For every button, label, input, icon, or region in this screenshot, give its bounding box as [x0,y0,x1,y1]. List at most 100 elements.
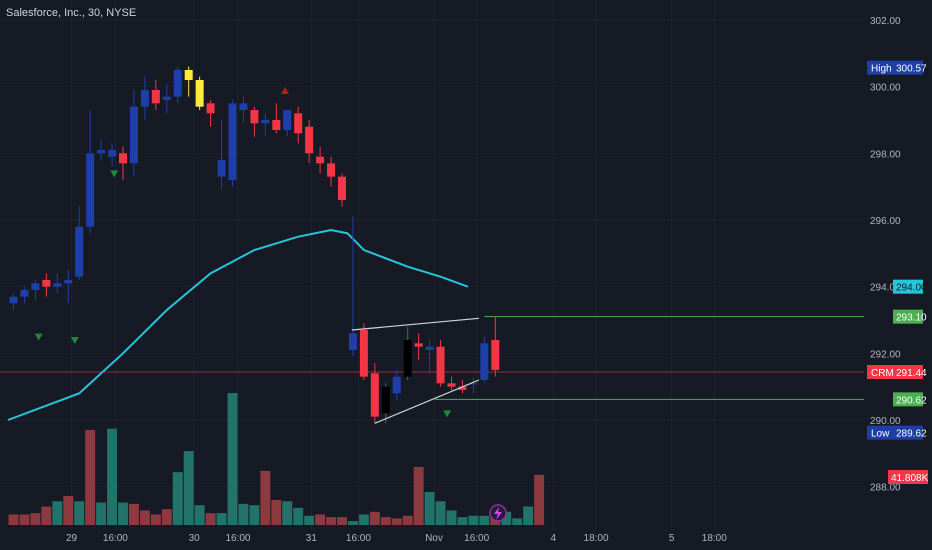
price-tick-label: 296.00 [870,216,901,227]
volume-bar [150,514,161,525]
volume-badge-value: 41.808K [891,473,929,484]
candle-body [9,296,18,304]
candle-body [250,110,259,124]
time-tick-label: 5 [669,533,675,544]
volume-bar [194,505,205,525]
badge-value: 293.10 [896,313,927,324]
volume-bar [380,517,391,525]
volume-bar [107,428,118,525]
candle-body [316,156,325,164]
candle-body [370,373,379,417]
badge-prefix-bg [867,60,893,75]
time-tick-label: 16:00 [346,533,371,544]
volume-bar [238,503,249,525]
time-tick-label: 4 [551,533,557,544]
signal-down-marker [443,410,452,418]
candle-body [53,283,62,287]
time-tick-label: 29 [66,533,78,544]
volume-bar [282,501,293,525]
candle-body [447,383,456,387]
price-axis-panel [864,0,932,550]
candle-body [294,113,303,134]
price-tick-label: 294.00 [870,283,901,294]
volume-bar [424,492,435,525]
candle-body [217,160,226,177]
volume-bar [501,511,512,525]
candle-body [305,126,314,154]
signal-down-marker [70,337,79,344]
time-tick-label: 31 [306,533,318,544]
volume-bar [249,505,260,525]
level-badge: 293.10 [893,309,927,324]
badge-prefix: High [871,64,892,75]
badge-value-bg [893,279,923,294]
trendline [374,379,480,424]
volume-bar [41,506,52,525]
price-tick-label: 302.00 [870,16,901,27]
candle-body [414,343,423,347]
candle-body [129,106,138,164]
volume-bar [435,501,446,525]
time-axis-panel [0,530,932,550]
badge-value-bg [893,60,923,75]
time-tick-label: 16:00 [225,533,250,544]
volume-badge-bg [888,470,928,484]
candle-body [327,163,336,177]
candle-body [195,80,204,107]
candle-body [338,176,346,200]
candle-body [140,90,149,107]
candle-body [436,346,445,384]
volume-bar [271,499,282,525]
signal-up-marker [281,87,290,94]
price-badge: Low 289.62 [867,425,927,440]
candle-body [97,150,106,154]
candle-body [359,330,368,377]
price-tick-label: 300.00 [870,83,901,94]
volume-bar [315,514,326,525]
volume-bar [260,470,271,525]
candle-body [228,103,237,180]
candle-body [392,376,401,394]
candle-body [381,386,390,414]
trendline [351,317,479,331]
candle-body [151,90,160,104]
signal-down-marker [34,333,43,341]
time-tick-label: Nov [425,533,443,544]
lightning-icon [489,504,507,522]
volume-bar [139,510,150,525]
volume-bar [391,518,402,525]
volume-bar [304,515,315,525]
candle-body [458,386,467,390]
badge-prefix-bg [867,425,893,440]
price-badge: High 300.57 [867,60,927,75]
volume-bars [8,393,545,525]
volume-bar [337,517,347,525]
badge-value-bg [893,309,923,324]
volume-bar [96,502,107,525]
candle-body [239,103,248,110]
badge-value: 290.62 [896,395,927,406]
candle-body [272,120,281,130]
badge-value-bg [893,392,923,407]
candle-body [480,343,489,380]
volume-bar [326,517,337,525]
badge-value: 294.00 [896,283,927,294]
candle-body [425,346,434,350]
volume-bar [446,510,457,525]
time-tick-label: 18:00 [584,533,609,544]
volume-bar [512,518,523,525]
volume-bar [523,506,534,525]
volume-bar [534,474,545,525]
badge-prefix: CRM [871,368,894,379]
volume-bar [118,502,128,525]
volume-bar [468,515,479,525]
candle-body [119,153,127,164]
volume-bar [172,472,183,525]
signal-down-marker [110,170,119,178]
badge-value-bg [893,425,923,440]
badge-value-bg [893,365,923,379]
volume-bar [402,515,413,525]
candle-body [469,383,478,385]
candle-body [491,340,500,370]
